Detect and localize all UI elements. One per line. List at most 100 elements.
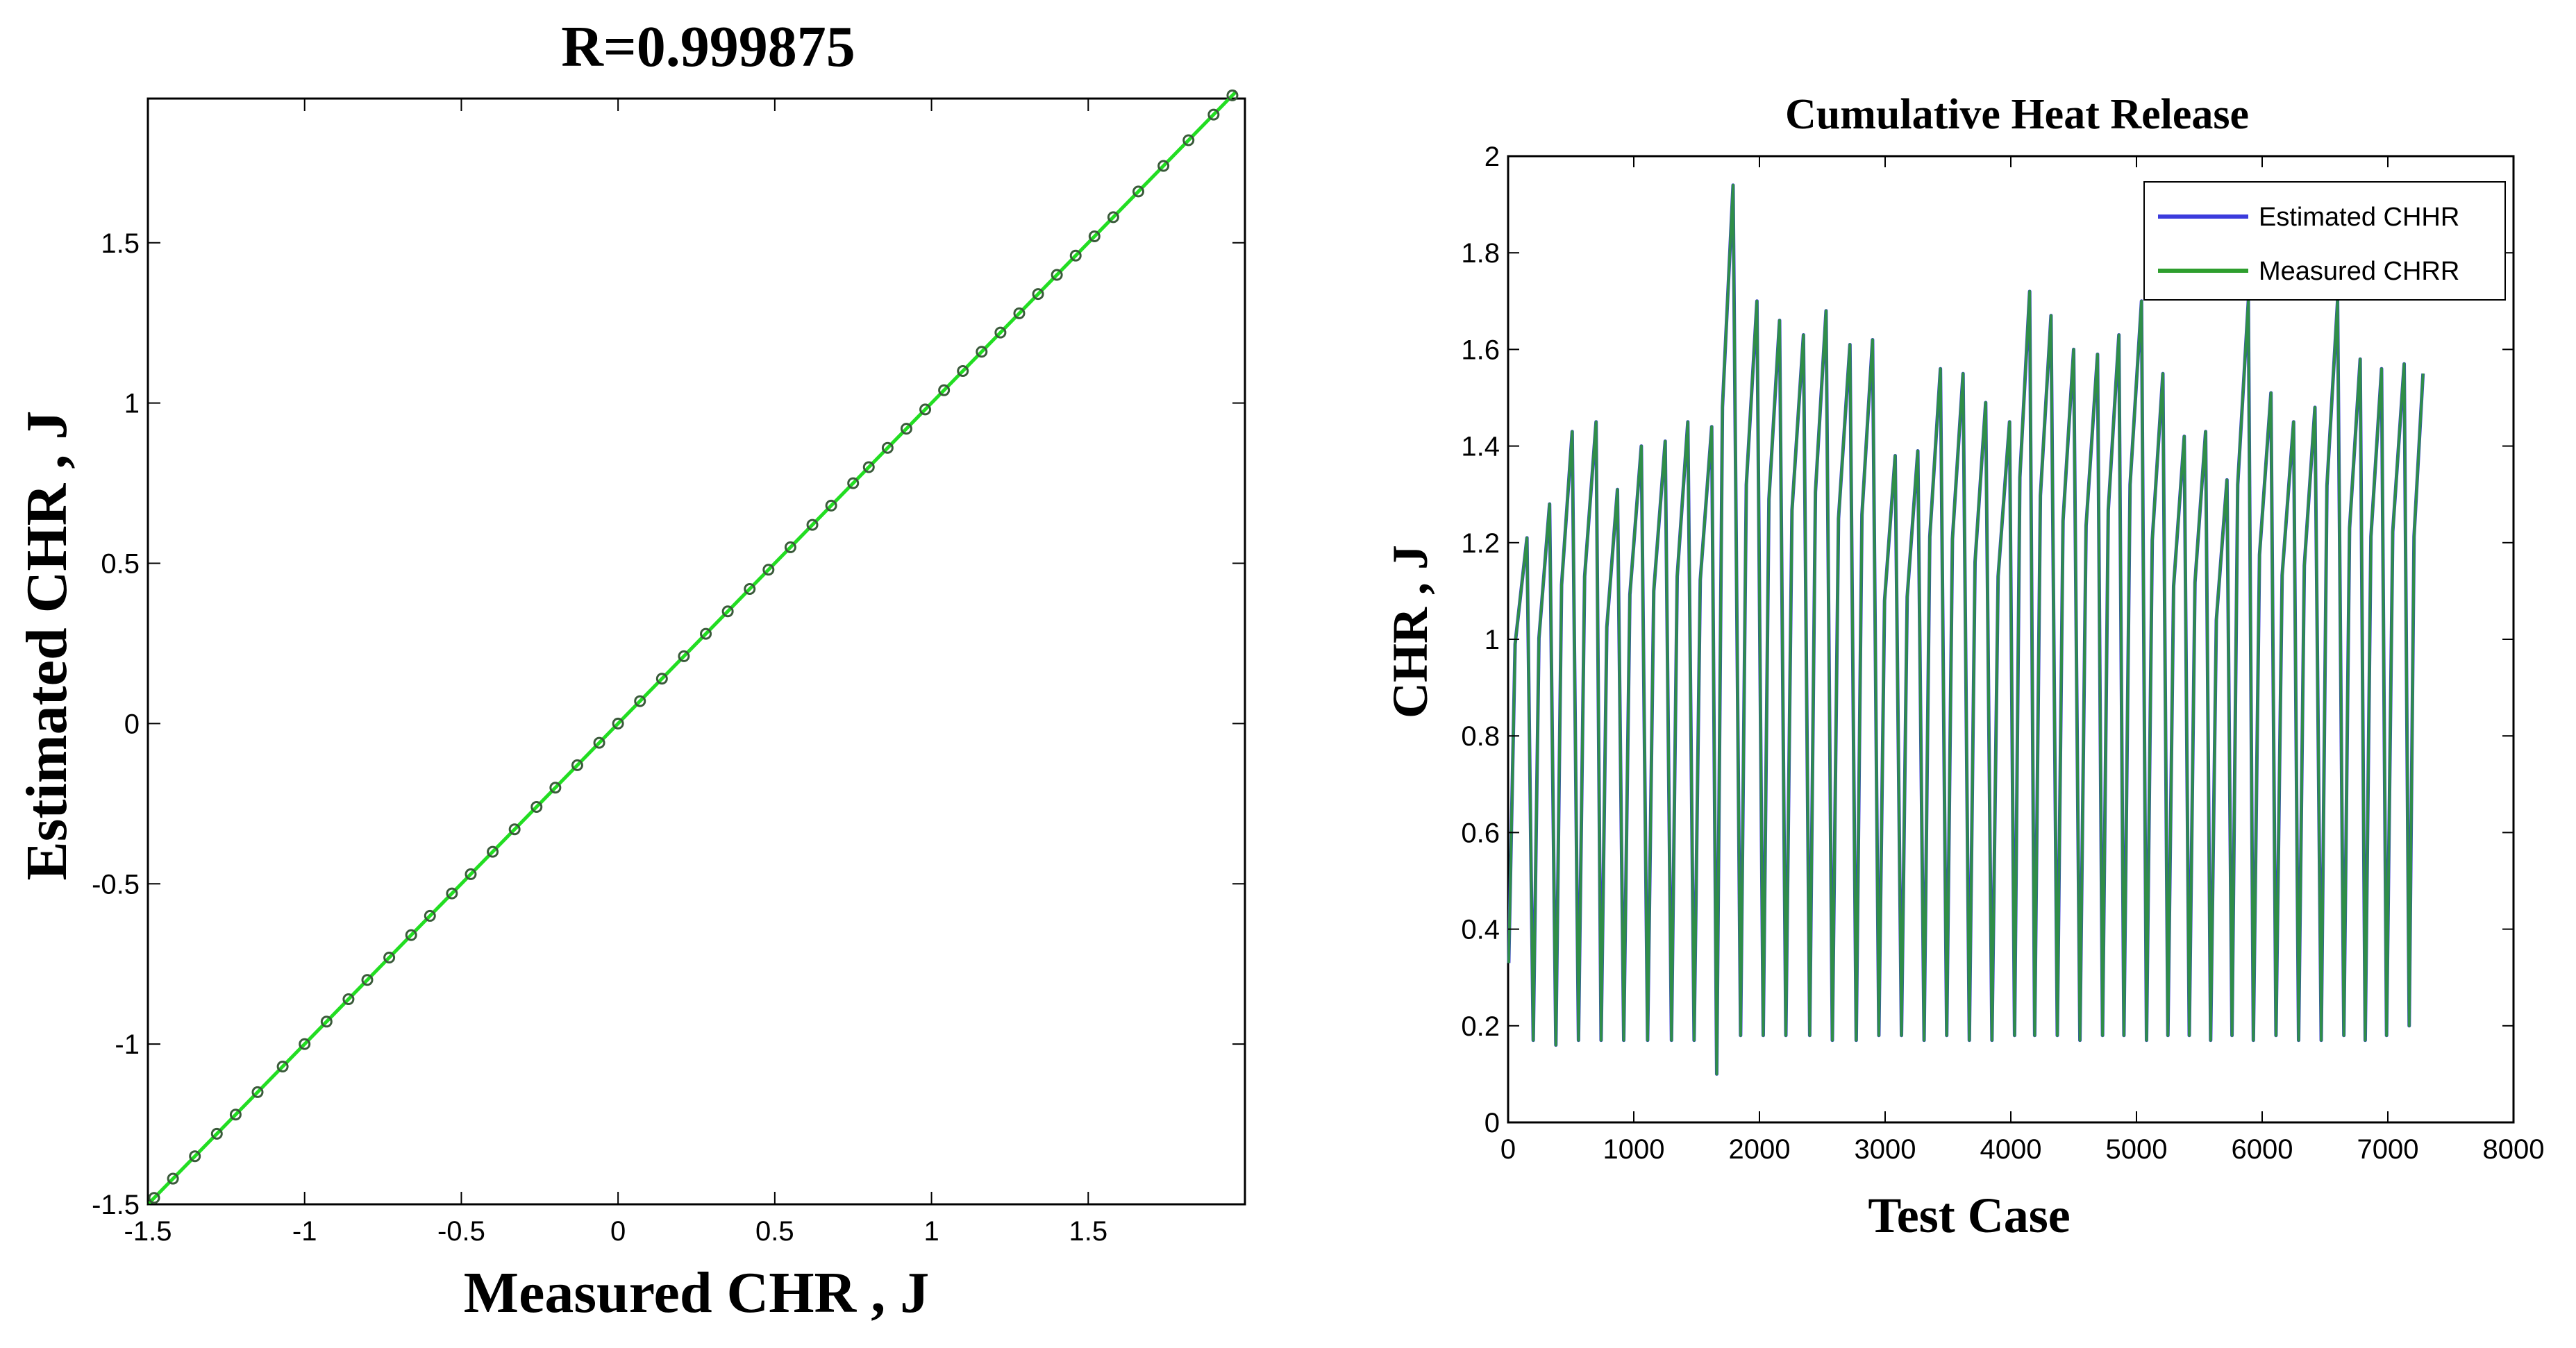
scatter-point [825,499,837,512]
scatter-point [530,800,543,813]
y-tick-label: 1.8 [1461,238,1500,269]
y-tick-label: 1.6 [1461,335,1500,365]
scatter-point [806,519,819,531]
scatter-chart: R=0.999875 -1.5 -1 -0.5 0 0.5 1 1.5 -1.5 -1 -0.5… [15,15,1246,1325]
y-tick-label: -0.5 [92,869,140,900]
scatter-point [881,441,894,454]
legend-label: Estimated CHHR [2259,203,2459,232]
scatter-point [1157,160,1170,172]
x-tick-label: 1 [923,1216,939,1247]
line-y-label: CHR , J [1382,545,1438,718]
y-tick-label: 1.2 [1461,528,1500,559]
x-tick-label: 1000 [1603,1134,1665,1165]
scatter-point [1226,89,1239,101]
x-tick-label: 1.5 [1069,1216,1107,1247]
scatter-point [721,605,734,618]
scatter-point [342,993,355,1005]
scatter-point [549,782,562,794]
y-tick-label: 0.2 [1461,1011,1500,1042]
y-tick-label: 2 [1484,142,1500,172]
scatter-point [976,346,988,358]
y-tick-label: -1.5 [92,1190,140,1220]
scatter-point [957,364,969,377]
x-tick-label: 0 [610,1216,626,1247]
x-tick-label: 4000 [1980,1134,2042,1165]
series-line-measured [1507,183,2425,1076]
x-tick-label: 0.5 [755,1216,794,1247]
x-tick-label: -1 [292,1216,317,1247]
legend-label: Measured CHRR [2259,257,2459,286]
scatter-point [361,974,374,986]
scatter-point [1107,211,1119,224]
x-tick-label: 8000 [2483,1134,2545,1165]
y-tick-label: 0.8 [1461,721,1500,752]
scatter-point [251,1086,264,1098]
y-tick-label: -1 [115,1029,140,1060]
scatter-point [1088,230,1101,243]
scatter-point [744,582,756,595]
legend-box [2143,181,2506,301]
y-tick-label: 0.4 [1461,915,1500,945]
x-tick-label: 5000 [2106,1134,2168,1165]
scatter-point [210,1127,223,1140]
scatter-point [320,1016,333,1028]
scatter-point [700,627,712,640]
y-tick-label: 1 [1484,625,1500,655]
scatter-point [593,736,605,749]
x-tick-label: -0.5 [437,1216,485,1247]
scatter-point [1207,108,1220,121]
scatter-point [1032,288,1044,301]
scatter-point [299,1038,311,1050]
y-tick-label: 1 [124,389,140,419]
scatter-point [571,759,583,771]
y-tick-label: 0 [124,709,140,739]
scatter-point [383,951,396,963]
scatter-x-label: Measured CHR , J [464,1261,929,1325]
scatter-point [634,695,646,707]
x-tick-label: 2000 [1729,1134,1791,1165]
scatter-x-ticks: -1.5 -1 -0.5 0 0.5 1 1.5 [124,99,1107,1247]
scatter-point [487,845,499,858]
scatter-point [862,461,875,473]
y-tick-label: 1.5 [101,228,140,259]
scatter-point [405,929,417,941]
scatter-point [900,423,912,435]
scatter-point [919,403,932,416]
scatter-point [612,717,624,730]
scatter-point [167,1172,179,1185]
x-tick-label: 7000 [2357,1134,2419,1165]
scatter-y-ticks: -1.5 -1 -0.5 0 0.5 1 1.5 [92,228,1245,1220]
y-tick-label: 0 [1484,1108,1500,1138]
fit-line-layer [147,91,1237,1206]
scatter-point [1013,307,1026,319]
scatter-point [229,1109,242,1121]
scatter-point [655,673,668,685]
line-x-label: Test Case [1868,1188,2070,1243]
y-tick-label: 1.4 [1461,432,1500,462]
x-tick-label: 3000 [1855,1134,1916,1165]
legend: Estimated CHHR Measured CHRR [2143,181,2506,301]
line-chart: Cumulative Heat Release 0 1000 2000 3000 400… [1382,91,2544,1243]
line-y-ticks: 0 0.2 0.4 0.6 0.8 1 1.2 1.4 1.6 1.8 2 [1461,142,2514,1138]
scatter-point [938,384,951,396]
scatter-point [148,1192,160,1204]
scatter-point [994,326,1007,339]
scatter-point [762,564,775,576]
line-series-layer [1507,183,2425,1076]
scatter-title: R=0.999875 [561,15,855,79]
x-tick-label: 6000 [2232,1134,2293,1165]
scatter-point [1069,249,1082,262]
line-title: Cumulative Heat Release [1785,91,2249,138]
scatter-point [465,868,477,880]
scatter-point [784,541,796,553]
x-tick-label: -1.5 [124,1216,172,1247]
scatter-points-layer [148,89,1239,1204]
scatter-point [1132,185,1145,198]
scatter-y-label: Estimated CHR , J [15,411,79,881]
scatter-point [508,823,521,836]
y-tick-label: 0.5 [101,549,140,580]
scatter-point [276,1060,289,1072]
scatter-point [189,1150,201,1163]
y-tick-label: 0.6 [1461,818,1500,848]
